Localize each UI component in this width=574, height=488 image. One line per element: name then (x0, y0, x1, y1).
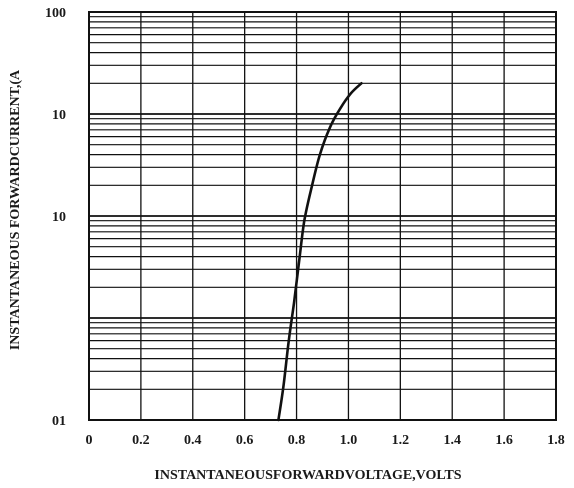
x-tick-label: 1.4 (443, 433, 461, 448)
y-tick-label: 01 (52, 414, 66, 429)
x-tick-label: 0.6 (236, 433, 254, 448)
forward-current-curve (277, 82, 363, 422)
x-tick-label: 1.0 (340, 433, 358, 448)
y-tick-label: 10 (52, 210, 66, 225)
y-tick-label: 10 (52, 108, 66, 123)
x-axis-title: INSTANTANEOUSFORWARDVOLTAGE,VOLTS (154, 468, 461, 483)
series-layer (277, 82, 363, 422)
y-axis-title: INSTANTANEOUS FORWARDCURRENT,(A (8, 69, 23, 350)
y-tick-label: 100 (45, 6, 66, 21)
grid (89, 12, 556, 420)
x-tick-labels: 0 0.2 0.4 0.6 0.8 1.0 1.2 1.4 1.6 1.8 (86, 433, 565, 448)
x-tick-label: 0.2 (132, 433, 150, 448)
x-tick-label: 0 (86, 433, 93, 448)
x-tick-label: 0.4 (184, 433, 202, 448)
x-tick-label: 1.2 (392, 433, 410, 448)
x-tick-label: 0.8 (288, 433, 306, 448)
plot-frame (88, 11, 557, 421)
y-tick-labels: 100 10 10 01 (45, 6, 66, 429)
x-tick-label: 1.8 (547, 433, 565, 448)
x-tick-label: 1.6 (495, 433, 513, 448)
